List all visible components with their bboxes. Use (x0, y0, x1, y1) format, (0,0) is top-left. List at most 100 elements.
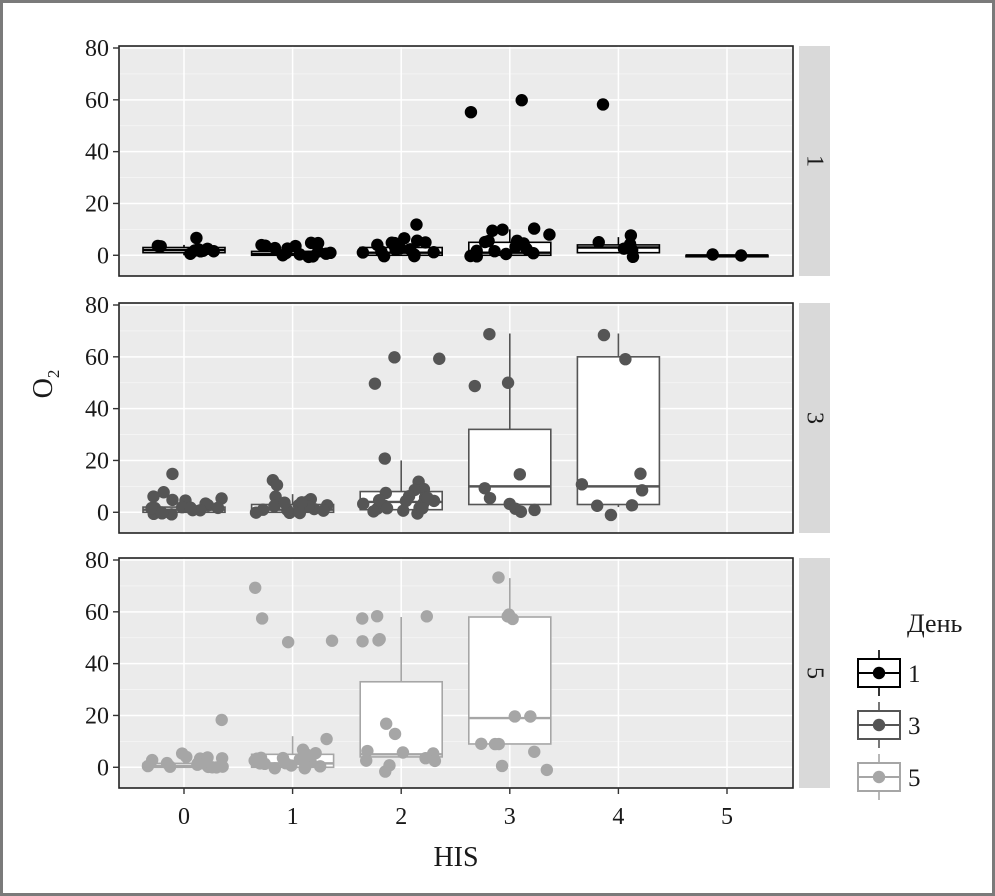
data-point (370, 609, 384, 623)
data-point (325, 634, 339, 647)
facet-panel-5: 0 20 40 60 80 5 (85, 548, 830, 789)
data-point (513, 468, 527, 481)
data-point (427, 246, 440, 259)
data-point (515, 94, 528, 107)
data-point (596, 98, 610, 111)
data-point (592, 236, 605, 249)
data-point (324, 246, 337, 260)
data-point (250, 752, 264, 765)
data-point (501, 376, 515, 389)
data-point (207, 245, 220, 258)
data-point (269, 490, 282, 503)
y-tick-label: 0 (97, 243, 109, 269)
data-point (624, 229, 638, 242)
data-point (410, 218, 423, 231)
data-point (255, 612, 269, 625)
data-point (388, 351, 401, 364)
data-point (408, 249, 421, 263)
panel-border (118, 45, 794, 277)
legend-key-1: 1 (857, 650, 921, 696)
panel-border (118, 557, 794, 789)
data-point (388, 727, 402, 741)
y-tick-label: 80 (85, 36, 109, 62)
data-point (528, 745, 541, 758)
facet-strip-label: 5 (802, 667, 828, 679)
box-body (576, 356, 661, 506)
y-tick-label: 40 (85, 140, 109, 166)
data-point (163, 760, 177, 773)
data-point (201, 751, 214, 764)
data-point (210, 761, 223, 774)
box-body (359, 680, 444, 758)
data-point (488, 244, 501, 258)
facet-strip (799, 558, 830, 788)
data-point (293, 506, 307, 520)
y-tick-label: 80 (85, 293, 109, 319)
data-point (166, 467, 179, 481)
data-point (416, 502, 429, 515)
data-point (433, 352, 446, 365)
data-point (377, 249, 391, 263)
legend-title: День (907, 609, 963, 638)
data-point (475, 737, 488, 750)
data-point (145, 753, 159, 767)
data-point (211, 501, 225, 515)
data-point (373, 632, 386, 646)
facet-panel-3: 0 20 40 60 80 3 (85, 293, 830, 534)
y-tick-label: 40 (85, 397, 109, 423)
facet-strip (799, 303, 830, 533)
y-tick-label: 60 (85, 600, 109, 626)
data-point (398, 232, 411, 245)
data-point (281, 635, 295, 649)
data-point (184, 501, 197, 514)
data-point (270, 478, 284, 492)
legend-key-3: 3 (857, 702, 921, 748)
legend-label-1: 1 (908, 661, 921, 688)
panel-background (119, 303, 793, 533)
data-point (300, 748, 314, 761)
facet-panel-1: 0 20 40 60 80 1 (85, 36, 830, 277)
data-point (496, 223, 509, 236)
data-point (478, 482, 491, 495)
y-tick-label: 60 (85, 345, 109, 371)
data-point (468, 379, 482, 393)
facet-strip (799, 46, 830, 276)
y-tick-label: 20 (85, 448, 109, 474)
data-point (397, 504, 410, 517)
data-point (420, 610, 434, 623)
data-point (249, 506, 263, 519)
data-point (215, 492, 228, 505)
data-point (268, 241, 282, 255)
legend-label-3: 3 (908, 713, 921, 740)
legend: День 1 3 5 (857, 609, 963, 800)
panel-background (119, 558, 793, 788)
y-tick-label: 40 (85, 652, 109, 678)
y-axis-title-subscript: 2 (44, 370, 63, 379)
y-tick-label: 60 (85, 88, 109, 114)
y-tick-label: 80 (85, 548, 109, 574)
data-point (528, 503, 541, 517)
data-point (285, 759, 298, 772)
y-tick-label: 0 (97, 500, 109, 526)
x-tick-label: 5 (721, 804, 733, 830)
data-point (356, 246, 370, 259)
y-tick-label: 0 (97, 755, 109, 781)
data-point (619, 352, 632, 366)
data-point (380, 501, 394, 515)
data-point (499, 247, 513, 261)
data-point (419, 751, 432, 765)
data-point (394, 242, 407, 255)
data-point (399, 494, 413, 508)
data-point (145, 501, 158, 515)
data-point (157, 486, 170, 499)
data-point (259, 239, 272, 252)
y-axis-title-group: O2 (28, 370, 63, 399)
data-point (368, 377, 382, 390)
data-point (165, 508, 178, 521)
legend-key-point (872, 770, 886, 784)
data-point (419, 236, 432, 249)
x-tick-label: 2 (395, 804, 407, 830)
data-point (190, 231, 203, 245)
data-point (155, 507, 169, 520)
data-point (428, 754, 442, 768)
